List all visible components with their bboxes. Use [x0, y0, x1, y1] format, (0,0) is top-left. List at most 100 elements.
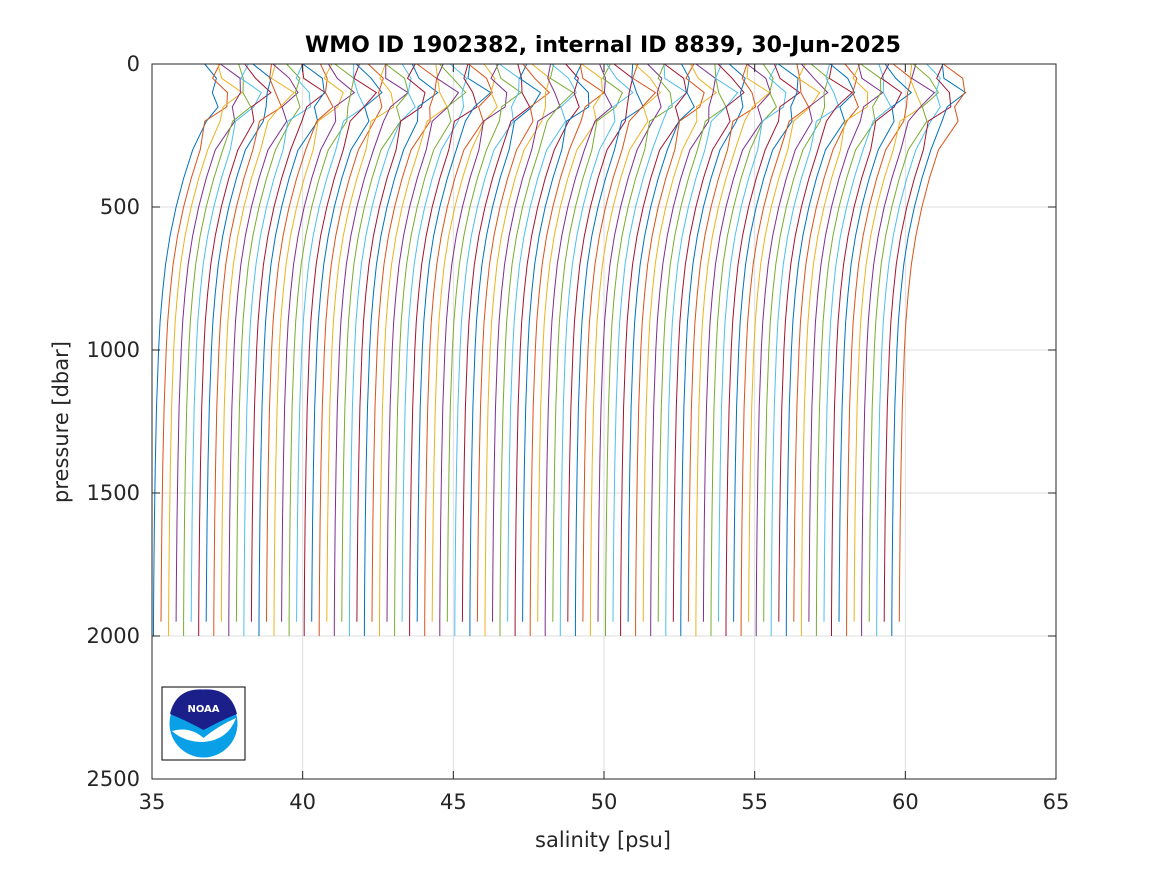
salinity-profile-line	[846, 63, 912, 636]
axes	[151, 63, 1057, 780]
x-tick-label: 50	[591, 790, 618, 814]
logo-bird-top	[170, 689, 237, 730]
salinity-profile-line	[657, 63, 727, 622]
salinity-profile-line	[898, 63, 966, 622]
salinity-profile-line	[642, 63, 718, 622]
salinity-profile-line	[861, 63, 936, 636]
salinity-profile-line	[815, 63, 882, 636]
salinity-profile-line	[205, 63, 272, 622]
salinity-profile-line	[363, 63, 439, 636]
salinity-profile-line	[785, 63, 856, 636]
logo-bird-wing	[172, 718, 236, 742]
salinity-profile-line	[612, 63, 688, 622]
salinity-profile-line	[770, 63, 840, 636]
salinity-profile-line	[537, 63, 604, 622]
salinity-profile-line	[416, 63, 492, 622]
salinity-profile-line	[394, 63, 467, 636]
salinity-profile-line	[567, 63, 634, 622]
salinity-profile-line	[153, 63, 219, 636]
salinity-profile-line	[303, 63, 378, 636]
y-axis-label: pressure [dbar]	[49, 341, 73, 503]
salinity-profile-line	[341, 63, 409, 622]
salinity-profile-line	[868, 63, 940, 622]
salinity-profile-line	[755, 63, 829, 636]
salinity-profile-line	[258, 63, 325, 636]
salinity-profile-line	[778, 63, 853, 622]
x-tick-label: 45	[440, 790, 467, 814]
salinity-profile-line	[733, 63, 799, 622]
salinity-profile-line	[431, 63, 498, 622]
salinity-profile-line	[401, 63, 468, 622]
y-tick-label: 500	[100, 195, 140, 219]
salinity-profile-line	[620, 63, 688, 636]
salinity-profile-line	[650, 63, 716, 636]
salinity-profile-line	[507, 63, 577, 622]
salinity-profile-line	[348, 63, 416, 636]
salinity-profile-line	[333, 63, 409, 636]
salinity-profile-line	[235, 63, 301, 622]
salinity-profile-line	[371, 63, 438, 622]
tick-labels: 35 40 45 50 55 60 65 0 500 1000 1500 2000 2500	[87, 52, 1070, 814]
salinity-profile-line	[635, 63, 705, 636]
salinity-profile-line	[198, 63, 272, 636]
salinity-profile-line	[891, 63, 967, 636]
salinity-profile-line	[492, 63, 561, 622]
salinity-profile-line	[266, 63, 334, 622]
salinity-profile-line	[461, 63, 531, 622]
salinity-profile-line	[838, 63, 913, 622]
salinity-profile-line	[476, 63, 551, 622]
salinity-profile-line	[311, 63, 383, 622]
salinity-profile-line	[695, 63, 771, 636]
salinity-profile-line	[793, 63, 859, 622]
salinity-profile-line	[183, 63, 252, 636]
salinity-profile-line	[831, 63, 903, 636]
salinity-profile-line	[296, 63, 366, 622]
y-tick-label: 2000	[87, 624, 140, 648]
x-tick-label: 35	[139, 790, 166, 814]
salinity-profile-line	[876, 63, 941, 636]
salinity-profile-line	[544, 63, 613, 636]
salinity-profile-line	[220, 63, 295, 622]
y-tick-label: 0	[127, 52, 140, 76]
salinity-profile-line	[808, 63, 884, 622]
salinity-profile-line	[168, 63, 244, 636]
x-tick-label: 65	[1043, 790, 1070, 814]
y-tick-label: 1500	[87, 481, 140, 505]
salinity-profile-line	[702, 63, 772, 622]
x-axis-label: salinity [psu]	[535, 828, 671, 852]
salinity-profile-line	[424, 63, 493, 636]
salinity-profile-line	[597, 63, 663, 622]
salinity-profile-line	[273, 63, 344, 636]
salinity-profile-line	[627, 63, 695, 622]
salinity-profile-line	[499, 63, 574, 636]
salinity-profile-line	[288, 63, 355, 636]
salinity-profile-line	[800, 63, 869, 636]
salinity-profile-line	[281, 63, 356, 622]
salinity-profile-line	[680, 63, 746, 636]
salinity-profile-line	[589, 63, 661, 636]
salinity-profile-line	[454, 63, 520, 636]
salinity-profile-line	[469, 63, 542, 636]
salinity-profile-line	[446, 63, 522, 622]
salinity-profile-line	[514, 63, 580, 636]
salinity-profile-line	[763, 63, 829, 622]
x-tick-label: 55	[741, 790, 768, 814]
logo-text: NOAA	[187, 704, 219, 715]
salinity-profile-line	[175, 63, 241, 622]
salinity-profile-line	[559, 63, 634, 636]
salinity-profile-line	[409, 63, 478, 636]
salinity-profiles	[153, 63, 967, 636]
noaa-logo: NOAA	[161, 686, 246, 761]
salinity-profile-line	[529, 63, 605, 636]
salinity-profile-line	[823, 63, 892, 622]
salinity-profile-line	[439, 63, 508, 636]
salinity-profile-line	[243, 63, 311, 636]
salinity-profile-line	[725, 63, 801, 636]
salinity-profile-line	[250, 63, 327, 622]
salinity-profile-line	[318, 63, 384, 636]
salinity-profile-line	[228, 63, 299, 636]
salinity-profile-line	[710, 63, 777, 636]
salinity-profile-line	[605, 63, 673, 636]
salinity-profile-line	[484, 63, 551, 636]
